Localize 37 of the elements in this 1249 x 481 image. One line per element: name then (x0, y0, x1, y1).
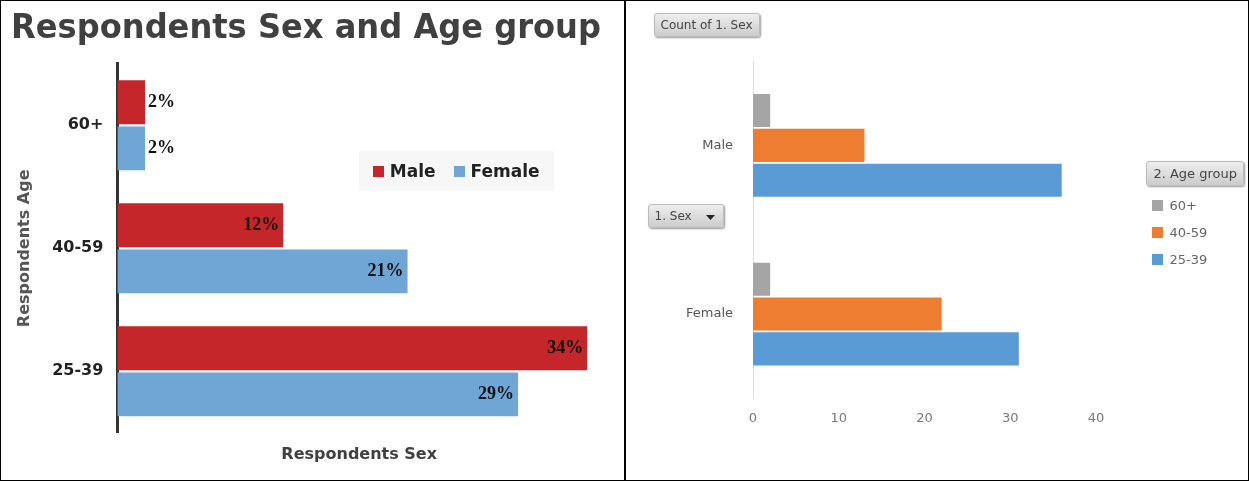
data-label: 21% (367, 260, 404, 281)
chart-title: Respondents Sex and Age group (11, 6, 601, 47)
data-label: 2% (148, 90, 176, 111)
legend-label: Male (389, 161, 436, 181)
y-tick-label: 25-39 (52, 360, 104, 380)
x-tick-label: 30 (1001, 409, 1019, 425)
legend-title: 2. Age group (1146, 161, 1244, 186)
x-tick-label: 20 (915, 409, 933, 425)
bar (117, 126, 146, 171)
data-label: 12% (243, 213, 280, 234)
x-tick-label: 0 (748, 409, 757, 425)
y-tick-label: 60+ (67, 114, 104, 134)
bar (752, 332, 1019, 366)
bar (752, 93, 770, 128)
bar (117, 326, 588, 371)
data-label: 34% (547, 336, 584, 357)
text: 1. Sex (654, 209, 692, 223)
y-axis-title: Respondents Age (13, 169, 33, 328)
bar (752, 128, 864, 162)
bar (117, 372, 519, 417)
bar (117, 80, 146, 125)
legend-label: 60+ (1169, 198, 1197, 213)
legend-label: 40-59 (1169, 225, 1208, 240)
y-tick-label: 40-59 (52, 237, 104, 257)
legend-label: 25-39 (1169, 252, 1208, 267)
bar (117, 249, 408, 294)
legend-label: Female (470, 161, 540, 181)
data-label: 29% (478, 383, 515, 404)
x-tick-label: 10 (829, 409, 847, 425)
bar (117, 203, 284, 248)
x-axis-title: Respondents Sex (281, 443, 438, 463)
x-tick-label: 40 (1087, 409, 1104, 425)
bar (752, 262, 770, 296)
bar (752, 297, 942, 331)
text: Count of 1. Sex (660, 18, 753, 32)
data-label: 2% (148, 137, 176, 158)
bar (752, 163, 1062, 197)
